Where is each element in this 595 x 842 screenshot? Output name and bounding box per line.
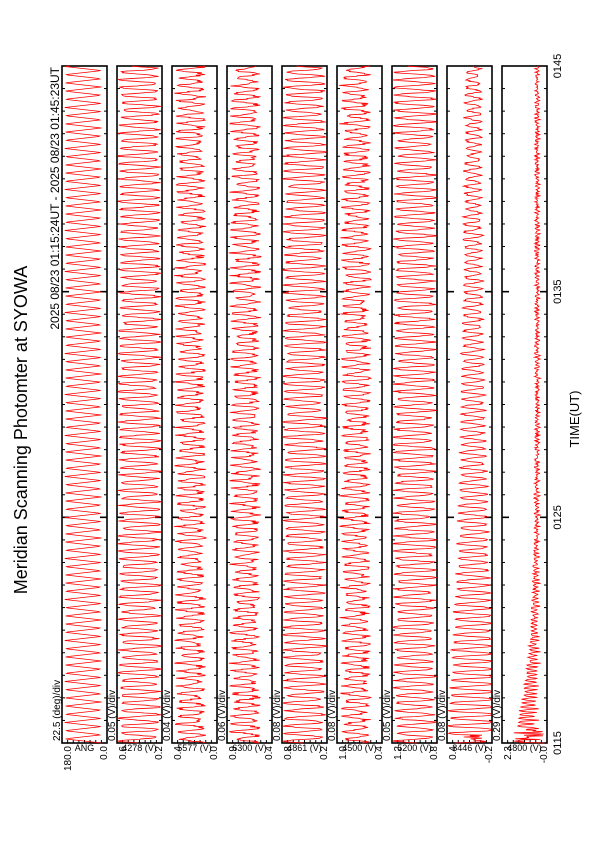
- panel-trace: [446, 65, 492, 744]
- y-tick-label: 2.3: [503, 746, 514, 760]
- panel-channel-label: 5577 (V): [177, 743, 212, 753]
- panel-scale-label: 0.05 (V)/div: [107, 690, 118, 741]
- chart-title: Meridian Scanning Photomter at SYOWA: [11, 266, 31, 594]
- y-tick-label: 0.2: [154, 746, 165, 760]
- panel-scale-label: 0.06 (V)/div: [217, 690, 228, 741]
- panel-frame: [171, 65, 218, 744]
- panel-trace: [64, 65, 102, 744]
- x-axis-label: TIME(UT): [567, 390, 582, 447]
- panel-scale-label: 0.08 (V)/div: [437, 690, 448, 741]
- y-tick-label: 180.0: [63, 746, 74, 771]
- y-tick-label: 0.4: [264, 746, 275, 760]
- y-tick-label: 0.4: [448, 746, 459, 760]
- panel-trace: [513, 65, 545, 744]
- y-tick-label: 1.2: [393, 746, 404, 760]
- panel-channel-label: 4861 (V): [287, 743, 322, 753]
- x-tick-label: 0115: [552, 731, 564, 755]
- y-tick-label: 0.4: [374, 746, 385, 760]
- panel-scale-label: 0.29 (V)/div: [492, 690, 503, 741]
- panel-channel-label: 4500 (V): [342, 743, 377, 753]
- y-tick-label: 0.8: [283, 746, 294, 760]
- panel-channel-label: 5200 (V): [397, 743, 432, 753]
- panel-trace: [391, 65, 438, 744]
- y-tick-label: 0.4: [173, 746, 184, 760]
- chart-subtitle: 2025 08/23 01:15:24UT - 2025 08/23 01:45…: [48, 66, 62, 329]
- y-tick-label: 0.6: [118, 746, 129, 760]
- panel-channel-label: ANG: [75, 743, 95, 753]
- panel-frame: [281, 65, 328, 744]
- x-tick-label: 0145: [552, 54, 564, 78]
- y-tick-label: 0.0: [209, 746, 220, 760]
- panel-scale-label: 0.08 (V)/div: [272, 690, 283, 741]
- panel-trace: [117, 65, 163, 744]
- y-tick-label: 1.0: [338, 746, 349, 760]
- y-tick-label: 0.0: [99, 746, 110, 760]
- panel-frame: [501, 65, 548, 744]
- y-tick-label: -0.0: [539, 746, 550, 764]
- panel-scale-label: 22.5 (deg)/div: [52, 680, 63, 741]
- panel-channel-label: 8446 (V): [452, 743, 487, 753]
- panel-trace: [228, 65, 262, 744]
- panel-trace: [281, 65, 328, 744]
- panel-trace: [173, 65, 207, 744]
- panel-channel-label: 6300 (V): [232, 743, 267, 753]
- panel-scale-label: 0.05 (V)/div: [382, 690, 393, 741]
- panel-channel-label: 4278 (V): [122, 743, 157, 753]
- x-tick-label: 0135: [552, 279, 564, 303]
- panel-channel-label: 4800 (V): [507, 743, 542, 753]
- y-tick-label: -0.2: [484, 746, 495, 764]
- panel-trace: [339, 65, 373, 744]
- y-tick-label: 0.2: [319, 746, 330, 760]
- panel-scale-label: 0.04 (V)/div: [162, 690, 173, 741]
- y-tick-label: 0.9: [228, 746, 239, 760]
- panel-scale-label: 0.08 (V)/div: [327, 690, 338, 741]
- y-tick-label: 0.8: [429, 746, 440, 760]
- x-tick-label: 0125: [552, 505, 564, 529]
